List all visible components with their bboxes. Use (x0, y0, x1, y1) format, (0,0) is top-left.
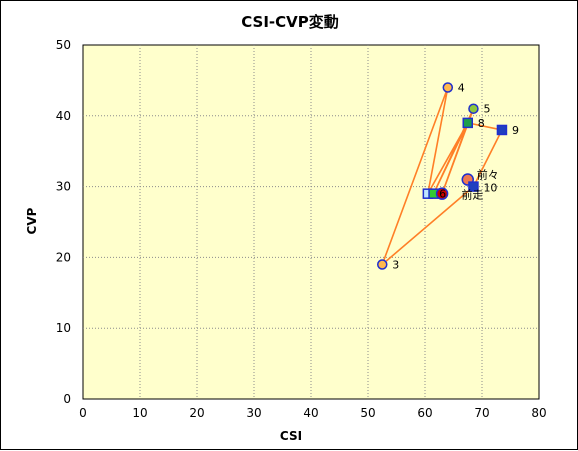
y-tick-label: 0 (63, 392, 71, 406)
x-tick-label: 80 (531, 406, 546, 420)
x-tick-label: 30 (246, 406, 261, 420)
data-point-label: 10 (483, 182, 497, 195)
x-tick-label: 10 (132, 406, 147, 420)
y-axis-ticks: 0 10 20 30 40 50 (56, 38, 71, 406)
data-point (468, 181, 479, 192)
data-point (442, 82, 454, 93)
x-tick-label: 0 (79, 406, 87, 420)
x-tick-label: 20 (189, 406, 204, 420)
data-point-label: 前走 (461, 188, 483, 202)
grid (83, 45, 539, 399)
y-tick-label: 50 (56, 38, 71, 52)
y-tick-label: 20 (56, 250, 71, 264)
x-axis-title: CSI (280, 429, 302, 443)
chart-title: CSI-CVP変動 (241, 13, 339, 31)
y-tick-label: 40 (56, 109, 71, 123)
y-tick-label: 30 (56, 180, 71, 194)
data-point-label: 5 (483, 103, 490, 116)
data-point (435, 187, 449, 200)
x-tick-label: 50 (360, 406, 375, 420)
y-tick-label: 10 (56, 321, 71, 335)
data-point-label: 前々 (477, 168, 499, 182)
x-axis-ticks: 0 10 20 30 40 50 60 70 80 (79, 406, 546, 420)
data-point-label: 3 (392, 258, 399, 271)
y-axis-title: CVP (25, 207, 39, 234)
data-point-label: 9 (512, 124, 519, 137)
x-tick-label: 40 (303, 406, 318, 420)
data-point (377, 259, 388, 270)
data-point-label: 4 (458, 81, 465, 94)
data-point-label: 8 (478, 117, 485, 130)
data-point (468, 103, 479, 114)
data-point-label: 6 (439, 188, 446, 201)
data-point (462, 117, 473, 129)
x-tick-label: 70 (474, 406, 489, 420)
data-point (496, 124, 508, 136)
x-tick-label: 60 (417, 406, 432, 420)
